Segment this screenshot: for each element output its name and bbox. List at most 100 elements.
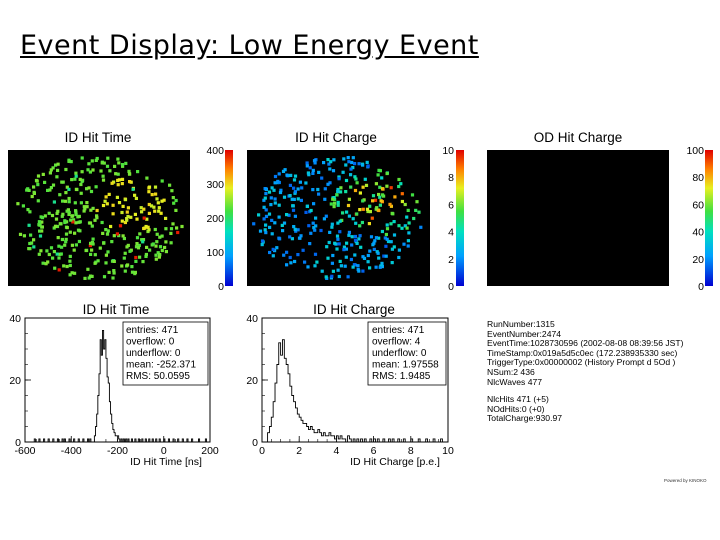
info-line: TriggerType:0x00000002 (History Prompt d… bbox=[487, 357, 676, 368]
hit-point bbox=[121, 234, 125, 238]
hit-point bbox=[147, 190, 151, 194]
hit-point bbox=[258, 229, 263, 233]
hit-point bbox=[354, 221, 358, 225]
map-background bbox=[487, 150, 669, 286]
hit-point bbox=[358, 191, 362, 195]
hit-point bbox=[270, 186, 274, 190]
hit-point bbox=[89, 241, 93, 245]
hit-point bbox=[314, 224, 318, 228]
hit-point bbox=[366, 260, 370, 264]
hit-point bbox=[142, 207, 146, 211]
hit-point bbox=[65, 226, 69, 230]
hit-point bbox=[380, 261, 384, 265]
hit-point bbox=[112, 269, 116, 273]
hit-point bbox=[164, 227, 168, 231]
hit-point bbox=[361, 163, 365, 167]
hit-point bbox=[336, 237, 340, 241]
hit-point bbox=[388, 202, 392, 206]
hit-point bbox=[49, 246, 54, 250]
hit-point bbox=[378, 185, 382, 189]
hit-point bbox=[122, 236, 126, 241]
x-tick-label: 0 bbox=[259, 445, 265, 457]
panel-id-hit-time-map: ID Hit Time 400 300 200 100 0 bbox=[8, 130, 233, 293]
hit-point bbox=[377, 236, 381, 240]
hit-point bbox=[149, 204, 154, 208]
hit-point bbox=[88, 221, 93, 225]
hit-point bbox=[339, 186, 343, 190]
hit-point bbox=[350, 235, 354, 239]
hit-point bbox=[368, 204, 372, 208]
hit-point bbox=[382, 254, 386, 258]
hit-point bbox=[129, 180, 133, 184]
hit-point bbox=[157, 255, 161, 259]
hit-point bbox=[273, 221, 277, 225]
hit-point bbox=[351, 217, 355, 221]
hit-point bbox=[64, 240, 68, 244]
hit-point bbox=[329, 202, 333, 206]
hit-point bbox=[354, 177, 358, 181]
hit-point bbox=[365, 207, 370, 211]
hit-point bbox=[164, 216, 168, 220]
x-tick-label: 200 bbox=[201, 445, 219, 457]
hit-point bbox=[385, 237, 389, 241]
hit-point bbox=[88, 243, 92, 248]
hit-point bbox=[331, 253, 335, 258]
hit-point bbox=[54, 224, 58, 228]
hit-point bbox=[342, 245, 346, 249]
colorbar-tick-label: 0 bbox=[698, 281, 704, 293]
hit-point bbox=[171, 222, 175, 226]
hit-point bbox=[125, 218, 129, 222]
hit-point bbox=[129, 215, 133, 219]
hit-point bbox=[345, 210, 349, 214]
hit-point bbox=[56, 168, 60, 172]
hit-point bbox=[349, 257, 353, 262]
hit-point bbox=[68, 259, 72, 263]
hit-point bbox=[123, 220, 127, 225]
hit-point bbox=[293, 259, 297, 264]
hit-point bbox=[47, 211, 51, 215]
hit-point bbox=[22, 234, 26, 238]
hit-point bbox=[128, 180, 132, 184]
hit-point bbox=[288, 235, 292, 239]
hit-point bbox=[361, 255, 365, 259]
hit-point bbox=[332, 158, 336, 162]
stats-line: overflow: 0 bbox=[126, 337, 175, 348]
hit-point bbox=[39, 215, 43, 219]
hit-point bbox=[113, 164, 117, 168]
hit-point bbox=[79, 191, 83, 195]
hit-point bbox=[127, 169, 131, 173]
event-info-panel: RunNumber:1315 EventNumber:2474 EventTim… bbox=[487, 319, 684, 424]
panel-title: OD Hit Charge bbox=[534, 130, 623, 145]
hit-point bbox=[365, 160, 369, 164]
hit-point bbox=[378, 195, 382, 199]
hit-point bbox=[312, 226, 316, 230]
hit-point bbox=[115, 195, 119, 199]
info-line: EventNumber:2474 bbox=[487, 328, 562, 339]
x-axis-label: ID Hit Time [ns] bbox=[130, 456, 202, 468]
hit-point bbox=[288, 194, 292, 198]
hit-point bbox=[16, 202, 20, 206]
hit-point bbox=[297, 236, 302, 240]
hit-point bbox=[337, 274, 341, 279]
x-tick-label: 6 bbox=[371, 445, 377, 457]
hit-point bbox=[298, 180, 302, 184]
hit-point bbox=[349, 167, 353, 171]
hit-point bbox=[36, 174, 41, 178]
hit-point bbox=[73, 231, 77, 235]
hit-point bbox=[139, 206, 143, 210]
hit-point bbox=[275, 246, 279, 250]
hit-point bbox=[55, 252, 59, 256]
hit-point bbox=[115, 232, 119, 236]
hit-point bbox=[383, 236, 387, 240]
hit-point bbox=[145, 245, 149, 249]
hit-point bbox=[335, 247, 339, 251]
hit-point bbox=[144, 224, 148, 229]
hit-point bbox=[283, 168, 287, 172]
hit-point bbox=[293, 190, 297, 194]
hit-point bbox=[144, 254, 148, 258]
hit-point bbox=[67, 210, 71, 215]
hit-point bbox=[103, 199, 107, 203]
hit-point bbox=[78, 229, 82, 233]
hit-point bbox=[156, 251, 160, 255]
hit-point bbox=[73, 201, 77, 205]
